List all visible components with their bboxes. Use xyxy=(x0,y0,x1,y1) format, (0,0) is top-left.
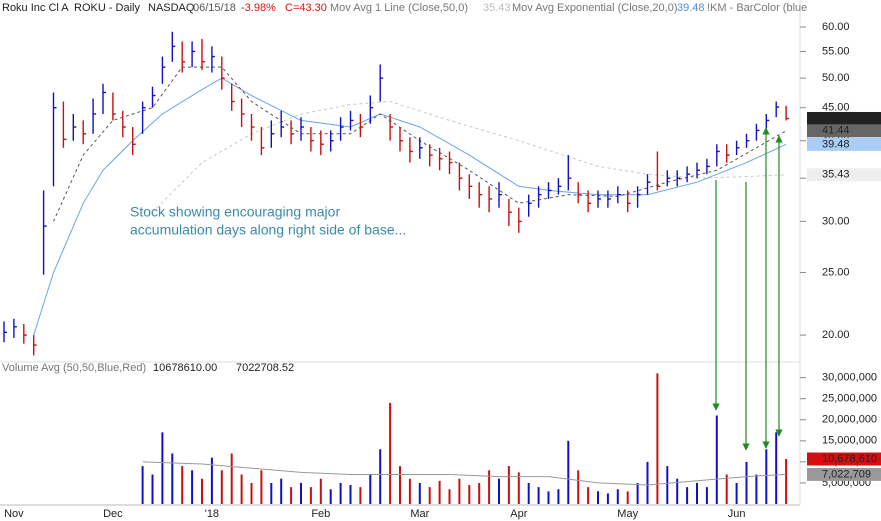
annotation: accumulation days along right side of ba… xyxy=(130,222,406,238)
y-tick-label: 25,000,000 xyxy=(822,393,877,405)
symbol: Roku Inc Cl A xyxy=(2,2,69,14)
value-marker xyxy=(807,124,881,138)
x-tick-label: May xyxy=(617,508,638,520)
value-marker-label: 7,022,709 xyxy=(822,468,871,480)
volume-header-value: 7022708.52 xyxy=(236,362,294,374)
y-tick-label: 20.00 xyxy=(822,329,850,341)
ema-name: Mov Avg Exponential (Close,20,0) xyxy=(512,2,678,14)
ma-value: 35.43 xyxy=(483,2,511,14)
x-tick-label: Apr xyxy=(510,508,527,520)
y-tick-label: 30.00 xyxy=(822,215,850,227)
moving-average xyxy=(53,66,787,222)
x-tick-label: Mar xyxy=(410,508,429,520)
value-marker xyxy=(807,111,881,125)
y-tick-label: 20,000,000 xyxy=(822,414,877,426)
x-tick-label: Nov xyxy=(4,508,24,520)
y-tick-label: 60.00 xyxy=(822,21,850,33)
y-tick-label: 50.00 xyxy=(822,72,850,84)
value-marker xyxy=(807,137,881,151)
y-tick-label: 30,000,000 xyxy=(822,372,877,384)
date: 06/15/18 xyxy=(193,2,236,14)
y-tick-label: 25.00 xyxy=(822,266,850,278)
ticker: ROKU - Daily xyxy=(74,2,141,14)
close-label: C=43.30 xyxy=(285,2,327,14)
y-tick-label: 55.00 xyxy=(822,45,850,57)
value-marker-label: 43.30 xyxy=(822,112,850,124)
volume-header-value: 10678610.00 xyxy=(153,362,217,374)
value-marker-label: 39.48 xyxy=(822,138,850,150)
value-marker-label: 41.44 xyxy=(822,125,850,137)
x-tick-label: '18 xyxy=(205,508,219,520)
volume-average xyxy=(142,461,787,486)
exchange: NASDAQ xyxy=(148,2,195,14)
ma-name: Mov Avg 1 Line (Close,50,0) xyxy=(330,2,468,14)
x-tick-label: Feb xyxy=(311,508,330,520)
ema-value: 39.48 xyxy=(677,2,705,14)
indicator: !KM - BarColor (blue xyxy=(707,2,807,14)
plot: 20.0025.0030.0035.0040.0045.0050.0055.00… xyxy=(3,21,881,520)
x-tick-label: Dec xyxy=(103,508,123,520)
annotation: Stock showing encouraging major xyxy=(130,204,340,220)
value-marker xyxy=(807,168,881,182)
header: Roku Inc Cl A ROKU - Daily NASDAQ 06/15/… xyxy=(2,2,807,374)
value-marker-label: 10,678,610 xyxy=(822,453,877,465)
y-tick-label: 15,000,000 xyxy=(822,435,877,447)
arrows xyxy=(712,127,783,451)
value-marker xyxy=(807,452,881,466)
x-tick-label: Jun xyxy=(728,508,746,520)
value-marker xyxy=(807,467,881,481)
change: -3.98% xyxy=(241,2,276,14)
y-tick-label: 45.00 xyxy=(822,102,850,114)
value-marker-label: 35.43 xyxy=(822,169,850,181)
volume-title: Volume Avg (50,50,Blue,Red) xyxy=(2,362,146,374)
